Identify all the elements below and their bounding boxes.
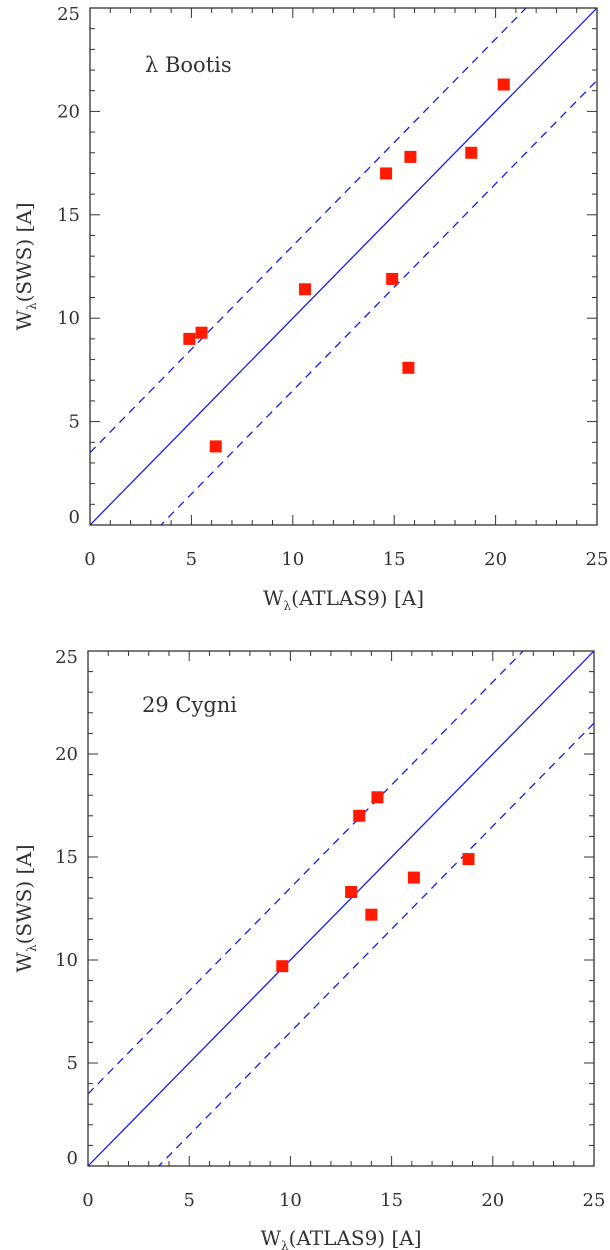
y-tick-label: 0 bbox=[67, 1148, 78, 1169]
x-tick-label: 0 bbox=[82, 1190, 93, 1211]
offset-line-2 bbox=[160, 79, 597, 525]
x-tick-label: 15 bbox=[380, 1190, 403, 1211]
data-point bbox=[371, 791, 384, 804]
data-point bbox=[365, 908, 378, 921]
data-point bbox=[183, 332, 196, 345]
data-point bbox=[276, 960, 289, 973]
data-point bbox=[402, 361, 415, 374]
identity-line bbox=[90, 8, 597, 525]
data-point bbox=[462, 853, 475, 866]
y-tick-label: 5 bbox=[69, 412, 80, 433]
data-point bbox=[345, 886, 358, 899]
y-tick-label: 15 bbox=[55, 847, 78, 868]
star-name-label: λ Bootis bbox=[145, 53, 232, 77]
data-point bbox=[465, 146, 478, 159]
x-tick-label: 0 bbox=[84, 549, 95, 570]
x-tick-label: 10 bbox=[281, 549, 304, 570]
star-name-label: 29 Cygni bbox=[142, 693, 237, 717]
x-tick-label: 10 bbox=[279, 1190, 302, 1211]
y-tick-label: 20 bbox=[57, 101, 80, 122]
data-point bbox=[353, 809, 366, 822]
data-point bbox=[404, 150, 417, 163]
y-tick-label: 0 bbox=[69, 507, 80, 528]
y-tick-label: 10 bbox=[55, 950, 78, 971]
x-tick-label: 5 bbox=[183, 1190, 194, 1211]
offset-line-1 bbox=[90, 8, 527, 454]
x-tick-label: 15 bbox=[383, 549, 406, 570]
offset-line-2 bbox=[157, 722, 594, 1166]
plot-frame bbox=[87, 650, 595, 1167]
y-tick-label: 25 bbox=[55, 647, 78, 668]
data-point bbox=[380, 167, 393, 180]
data-point bbox=[195, 326, 208, 339]
plot-frame bbox=[89, 7, 598, 526]
data-point bbox=[407, 871, 420, 884]
data-point bbox=[298, 283, 311, 296]
x-axis-label: Wλ(ATLAS9) [A] bbox=[260, 1226, 421, 1250]
offset-line-1 bbox=[88, 651, 525, 1095]
y-axis-label: Wλ(SWS) [A] bbox=[12, 844, 39, 972]
x-tick-label: 25 bbox=[583, 1190, 606, 1211]
data-point bbox=[209, 440, 222, 453]
data-point bbox=[497, 78, 510, 91]
chart-panel-1: 0 5 10 15 20 25 0 5 10 15 20 25 Wλ(ATLAS9) [A] Wλ(SWS… bbox=[12, 4, 609, 613]
y-tick-label: 20 bbox=[55, 744, 78, 765]
y-tick-label: 15 bbox=[57, 205, 80, 226]
x-tick-label: 20 bbox=[481, 1190, 504, 1211]
y-axis-label: Wλ(SWS) [A] bbox=[12, 202, 39, 330]
x-tick-label: 20 bbox=[484, 549, 507, 570]
y-tick-label: 10 bbox=[57, 308, 80, 329]
y-tick-label: 25 bbox=[57, 4, 80, 25]
data-point bbox=[386, 272, 399, 285]
identity-line bbox=[88, 651, 594, 1166]
chart-panel-2: 0 5 10 15 20 25 0 5 10 15 20 25 Wλ(ATLAS9) [A] Wλ(SWS… bbox=[12, 647, 606, 1250]
x-axis-label: Wλ(ATLAS9) [A] bbox=[263, 586, 424, 613]
x-tick-label: 25 bbox=[586, 549, 609, 570]
y-tick-label: 5 bbox=[67, 1053, 78, 1074]
x-tick-label: 5 bbox=[186, 549, 197, 570]
